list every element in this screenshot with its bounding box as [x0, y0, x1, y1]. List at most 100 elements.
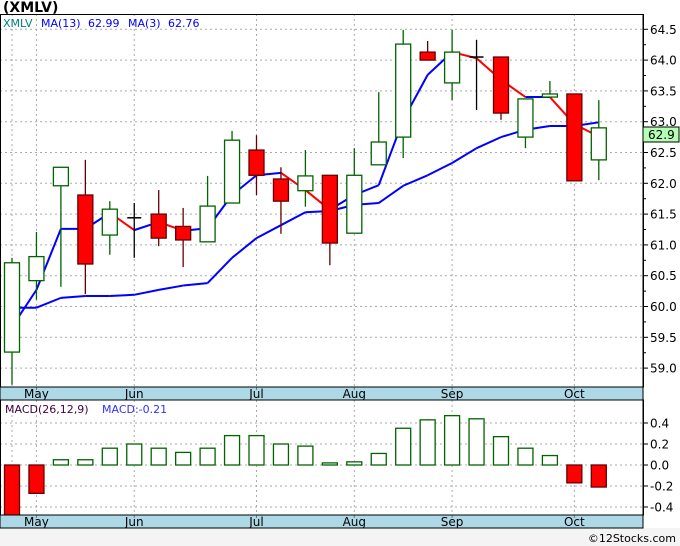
- price-tick-label: 64.0: [650, 54, 677, 68]
- last-price-label: 62.9: [648, 128, 675, 142]
- month-label: Oct: [564, 515, 585, 529]
- candle-up: [52, 166, 70, 187]
- ma13-segment: [134, 288, 159, 296]
- candle-up: [346, 174, 363, 234]
- footer-bg: [0, 528, 680, 546]
- ma13-segment: [109, 293, 135, 298]
- candle-down: [272, 178, 290, 202]
- ma13-segment: [158, 284, 184, 291]
- price-tick-label: 64.5: [650, 23, 677, 37]
- price-tick-label: 61.0: [650, 238, 677, 252]
- macd-tick-label: 0.2: [650, 438, 669, 452]
- month-label: Jul: [248, 515, 263, 529]
- macd-bar: [199, 447, 216, 466]
- candle-down: [77, 194, 94, 265]
- price-tick-label: 59.5: [650, 331, 677, 345]
- ma13-segment: [60, 295, 86, 299]
- macd-bar: [174, 451, 192, 466]
- ma13-segment: [402, 174, 429, 187]
- month-label: Aug: [343, 515, 366, 529]
- ma13-segment: [231, 237, 258, 259]
- macd-bar: [248, 434, 265, 466]
- price-tick-label: 61.5: [650, 208, 677, 222]
- candle-up: [297, 175, 314, 192]
- candle-up: [101, 208, 118, 236]
- ma13-segment: [476, 136, 502, 150]
- macd-bar: [297, 445, 314, 466]
- candle-up: [3, 262, 21, 353]
- macd-bar: [272, 443, 290, 466]
- candle-up: [395, 43, 412, 138]
- ma13-segment: [36, 296, 62, 309]
- macd-bar: [77, 459, 94, 466]
- month-axis-bar: [0, 386, 644, 401]
- macd-bar: [395, 427, 412, 466]
- macd-bar: [321, 462, 339, 466]
- legend-symbol: XMLV: [3, 17, 33, 30]
- ma13-segment: [206, 257, 233, 284]
- ma13-segment: [256, 224, 282, 240]
- macd-tick-label: 0.4: [650, 417, 669, 431]
- ma13-segment: [427, 162, 453, 177]
- macd-tick-label: -0.2: [650, 480, 673, 494]
- candle-down: [566, 93, 583, 182]
- month-label: Sep: [441, 387, 464, 401]
- candle-down: [492, 56, 510, 114]
- ma13-segment: [183, 282, 208, 287]
- macd-bar: [346, 461, 363, 466]
- macd-bar: [101, 447, 118, 466]
- macd-bar: [419, 419, 436, 466]
- price-tick-label: 62.5: [650, 146, 677, 160]
- candle-up: [541, 93, 559, 98]
- legend-ma13-value: 62.99: [88, 17, 120, 30]
- price-tick-label: 59.0: [650, 362, 677, 376]
- macd-bar: [3, 464, 21, 517]
- last-price-badge: [642, 126, 680, 143]
- candle-up: [199, 205, 216, 243]
- macd-bar: [443, 414, 461, 466]
- month-label: Oct: [564, 387, 585, 401]
- macd-legend-value: MACD:-0.21: [102, 403, 167, 416]
- month-label: Jun: [124, 515, 144, 529]
- month-label: May: [24, 387, 49, 401]
- macd-bar: [541, 454, 559, 466]
- candle-up: [370, 141, 387, 166]
- macd-bar: [52, 459, 70, 466]
- candle-up: [443, 51, 461, 84]
- month-axis-bar: [0, 514, 644, 529]
- month-label: Sep: [441, 515, 464, 529]
- price-tick-label: 63.5: [650, 84, 677, 98]
- macd-bar: [370, 452, 387, 466]
- candle-up: [590, 127, 607, 161]
- macd-bar: [590, 464, 607, 488]
- ma13-segment: [280, 211, 306, 227]
- price-tick-label: 63.0: [650, 115, 677, 129]
- legend-ma3-value: 62.76: [168, 17, 200, 30]
- candle-down: [321, 174, 339, 244]
- legend-ma13-label: MA(13): [41, 17, 81, 30]
- candle-up: [28, 255, 45, 282]
- macd-bar: [150, 447, 167, 466]
- month-label: Aug: [343, 387, 366, 401]
- macd-bar: [223, 434, 241, 466]
- price-tick-label: 60.5: [650, 269, 677, 283]
- candle-down: [174, 225, 192, 241]
- month-label: Jun: [124, 387, 144, 401]
- macd-bar: [468, 418, 485, 466]
- candle-down: [419, 51, 436, 61]
- candle-up: [517, 98, 534, 138]
- macd-bar: [126, 443, 143, 466]
- macd-tick-label: -0.4: [650, 501, 673, 515]
- macd-bar: [28, 464, 45, 495]
- macd-legend-label: MACD(26,12,9): [5, 403, 89, 416]
- ma13-segment: [378, 184, 404, 204]
- copyright: ©12Stocks.com: [588, 532, 676, 545]
- candle-down: [248, 149, 265, 176]
- candle-down: [150, 213, 167, 239]
- price-tick-label: 60.0: [650, 300, 677, 314]
- legend-ma3-label: MA(3): [128, 17, 161, 30]
- month-label: May: [24, 515, 49, 529]
- ma13-segment: [451, 147, 478, 164]
- macd-tick-label: 0.0: [650, 459, 669, 473]
